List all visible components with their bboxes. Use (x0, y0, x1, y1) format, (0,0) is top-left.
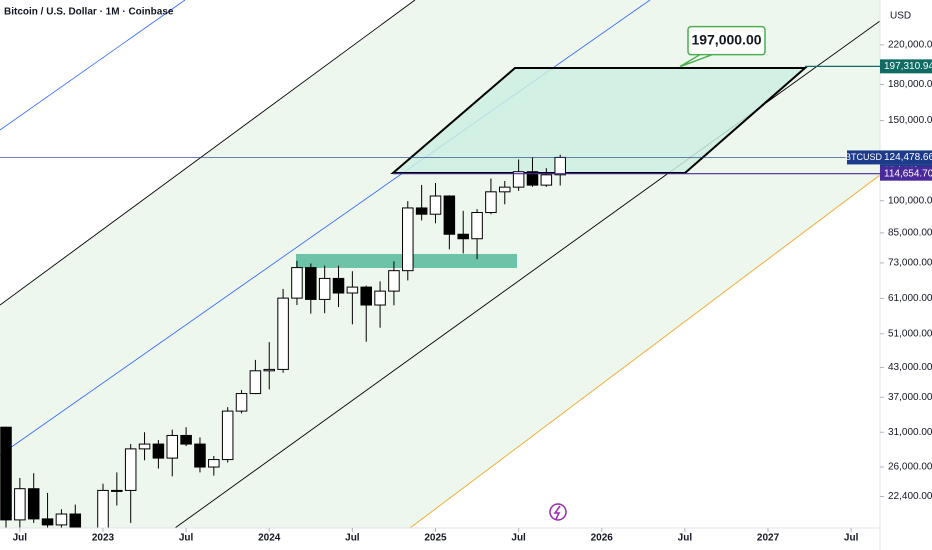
y-tick-label: 43,000.00 (888, 362, 932, 373)
candle-body (471, 212, 483, 240)
logo-icon (553, 505, 561, 520)
callout-box (687, 25, 766, 56)
candle-body (388, 270, 400, 292)
price-label: 114,654.70 (884, 168, 932, 179)
candle-body (485, 191, 497, 214)
y-tick-label: 220,000.00 (888, 39, 932, 50)
candle-body (27, 488, 40, 520)
candle-body (14, 488, 26, 521)
candle-body (360, 286, 372, 306)
price-label-box (880, 59, 932, 74)
candle-body (374, 290, 386, 306)
candle-body (346, 286, 359, 294)
y-tick-label: 150,000.00 (888, 115, 932, 126)
channel-line (409, 174, 880, 528)
candle-body (0, 426, 12, 521)
candle-body (166, 434, 179, 459)
channel-line (0, 0, 186, 131)
candle-body (41, 518, 54, 526)
target-zone (390, 67, 808, 174)
price-label-box (880, 150, 932, 165)
symbol: BTCUSD (845, 152, 883, 162)
x-tick-label: Jul (345, 533, 360, 544)
candle-body (235, 393, 248, 412)
candle-body (208, 459, 220, 468)
candle-body (429, 195, 442, 215)
candle-body (194, 443, 206, 468)
y-tick-label: 180,000.00 (888, 79, 932, 90)
candle-body (97, 489, 109, 528)
x-tick-label: 2024 (258, 533, 281, 544)
candles (0, 154, 566, 528)
candle-body (554, 156, 566, 176)
channel-line (0, 0, 416, 306)
x-tick-label: 2026 (591, 533, 614, 544)
y-tick-label: 37,000.00 (888, 392, 932, 403)
callout-text: 197,000.00 (691, 31, 761, 47)
x-tick-label: Jul (844, 533, 859, 544)
candle-body (305, 267, 317, 300)
currency: USD (890, 11, 911, 22)
y-tick-label: 85,000.00 (888, 227, 932, 238)
candle-body (512, 171, 525, 188)
x-tick-label: 2027 (757, 533, 780, 544)
candle-body (138, 443, 151, 450)
x-tick-label: Jul (511, 533, 526, 544)
x-tick-label: Jul (179, 533, 194, 544)
logo-icon (549, 503, 567, 521)
candle-body (111, 489, 123, 492)
candle-body (277, 297, 289, 370)
candle-body (152, 443, 165, 459)
y-tick-label: 100,000.00 (888, 195, 932, 206)
candle-body (55, 513, 68, 526)
candle-body (263, 368, 276, 372)
candle-body (402, 207, 414, 272)
x-tick-label: Jul (13, 533, 28, 544)
candle-body (180, 434, 192, 445)
candle-body (415, 207, 428, 215)
candle-body (332, 277, 345, 294)
price-label: 197,310.94 (884, 61, 932, 72)
candle-body (221, 410, 234, 461)
x-tick-label: Jul (678, 533, 693, 544)
candle-body (318, 277, 331, 300)
x-tick-label: 2025 (424, 533, 447, 544)
y-tick-label: 26,000.00 (888, 462, 932, 473)
y-tick-label: 51,000.00 (888, 328, 932, 339)
candle-body (291, 267, 303, 299)
candle-body (499, 186, 511, 193)
candle-body (249, 370, 262, 395)
y-tick-label: 31,000.00 (888, 427, 932, 438)
y-tick-label: 61,000.00 (888, 293, 932, 304)
candle-body (69, 513, 82, 528)
y-tick-label: 22,400.00 (888, 491, 932, 502)
candle-body (443, 195, 456, 235)
x-tick-label: 2023 (92, 533, 115, 544)
candle-body (457, 233, 469, 240)
chart-title: Bitcoin / U.S. Dollar · 1M · Coinbase (4, 7, 174, 18)
callout-pointer (679, 53, 713, 68)
price-label-box (880, 166, 932, 181)
y-tick-label: 73,000.00 (888, 258, 932, 269)
price-label: 124,478.66 (884, 152, 932, 163)
candle-body (526, 171, 539, 186)
candle-body (540, 174, 553, 186)
symbol-box (847, 150, 880, 165)
drawings (0, 0, 880, 528)
candle-body (124, 448, 137, 491)
